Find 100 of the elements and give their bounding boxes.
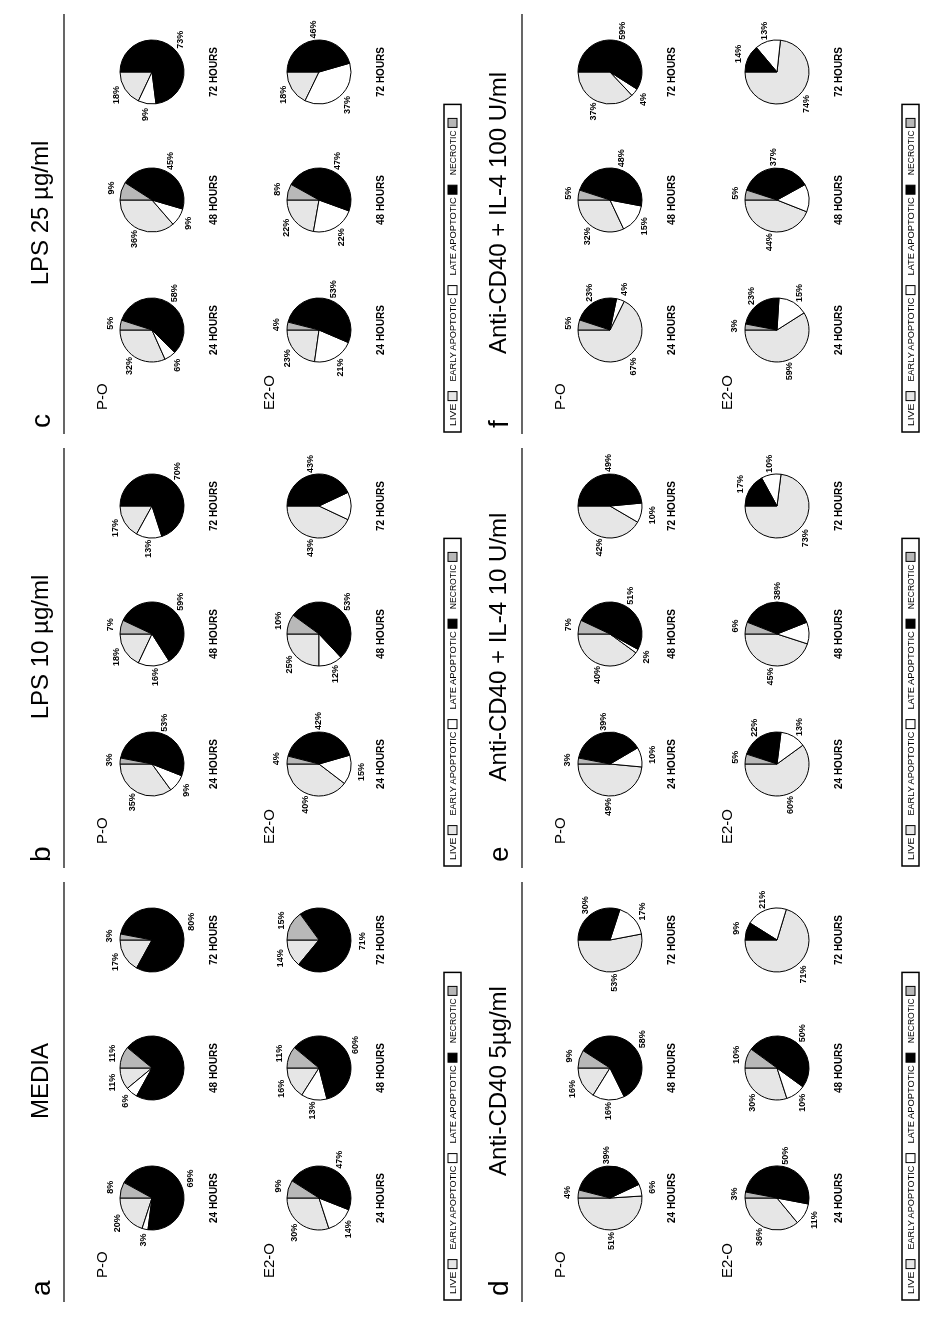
data-label: 22% xyxy=(335,228,346,247)
data-label: 10% xyxy=(646,506,657,525)
slice-label: 72 HOURS xyxy=(208,914,219,966)
data-label: 16% xyxy=(567,1079,578,1098)
data-label: 32% xyxy=(123,357,134,376)
data-label: 13% xyxy=(142,539,153,558)
data-label: 42% xyxy=(313,712,324,731)
slice-label: 24 HOURS xyxy=(208,304,219,356)
data-label: 80% xyxy=(185,912,196,931)
slice-label: 72 HOURS xyxy=(375,480,386,532)
slice-label: 48 HOURS xyxy=(666,174,677,226)
data-label: 25% xyxy=(283,655,294,674)
text: P-O xyxy=(551,1251,568,1278)
slice-label: 48 HOURS xyxy=(208,608,219,660)
text: Anti-CD40 5µg/ml xyxy=(484,986,511,1176)
data-label: 71% xyxy=(356,932,367,951)
data-label: 5% xyxy=(104,316,115,330)
slice-label: 72 HOURS xyxy=(208,480,219,532)
data-label: 59% xyxy=(784,362,794,381)
data-label: 17% xyxy=(109,952,120,971)
data-label: 23% xyxy=(583,283,594,302)
data-label: 6% xyxy=(646,1180,657,1194)
data-label: 36% xyxy=(753,1227,764,1246)
data-label: 47% xyxy=(331,151,342,170)
data-label: 16% xyxy=(149,667,160,686)
data-label: 74% xyxy=(800,95,811,114)
data-label: 53% xyxy=(159,713,169,732)
data-label: 6% xyxy=(171,358,182,372)
data-label: 14% xyxy=(733,44,744,63)
data-label: 51% xyxy=(624,586,635,605)
data-label: 22% xyxy=(281,218,292,237)
text: E2-O xyxy=(260,374,277,410)
data-label: 3% xyxy=(562,753,573,767)
slice-label: 24 HOURS xyxy=(666,304,677,356)
data-label: 14% xyxy=(275,949,286,968)
slice-label: 48 HOURS xyxy=(375,608,386,660)
slice-label: 24 HOURS xyxy=(375,738,386,790)
data-label: 58% xyxy=(637,1030,648,1049)
data-label: 8% xyxy=(105,1180,116,1194)
slice-label: 24 HOURS xyxy=(833,738,844,790)
data-label: 47% xyxy=(333,1150,344,1169)
text: LPS 10 µg/ml xyxy=(26,574,53,720)
data-label: 14% xyxy=(343,1220,354,1239)
data-label: 60% xyxy=(785,795,796,814)
data-label: 5% xyxy=(562,186,573,200)
data-label: 67% xyxy=(627,357,638,376)
legend-label: LIVE xyxy=(448,1271,458,1294)
slice-label: 24 HOURS xyxy=(666,738,677,790)
slice-label: 72 HOURS xyxy=(375,46,386,98)
data-label: 4% xyxy=(271,318,282,332)
data-label: 43% xyxy=(304,455,315,474)
data-label: 22% xyxy=(748,718,759,737)
data-label: 37% xyxy=(587,102,598,121)
legend-label: LIVE xyxy=(448,837,458,860)
data-label: 9% xyxy=(140,107,151,121)
data-label: 11% xyxy=(809,1211,820,1229)
data-label: 49% xyxy=(602,797,613,816)
data-label: 9% xyxy=(272,1179,283,1193)
slice-label: 48 HOURS xyxy=(833,174,844,226)
slice-label: 48 HOURS xyxy=(375,174,386,226)
legend-label: LIVE xyxy=(448,403,458,426)
data-label: 9% xyxy=(180,783,191,797)
data-label: 9% xyxy=(730,921,741,935)
text: f xyxy=(483,420,514,428)
slice-label: 48 HOURS xyxy=(208,1042,219,1094)
legend-label: EARLY APOPTOTIC xyxy=(906,1165,916,1250)
text: LPS 25 µg/ml xyxy=(26,140,53,286)
data-label: 53% xyxy=(342,592,353,611)
text: e xyxy=(483,846,514,862)
slice-label: 72 HOURS xyxy=(833,480,844,532)
text: P-O xyxy=(551,383,568,410)
slice-label: 72 HOURS xyxy=(666,914,677,966)
data-label: 70% xyxy=(172,462,183,481)
legend-label: EARLY APOPTOTIC xyxy=(906,297,916,382)
slice-label: 72 HOURS xyxy=(833,46,844,98)
data-label: 5% xyxy=(729,750,740,764)
data-label: 10% xyxy=(646,745,657,764)
text: a xyxy=(25,1280,56,1296)
text: E2-O xyxy=(718,1242,735,1278)
slice-label: 48 HOURS xyxy=(375,1042,386,1094)
data-label: 51% xyxy=(606,1231,617,1250)
data-label: 4% xyxy=(271,752,282,766)
slice-label: 24 HOURS xyxy=(666,1172,677,1224)
data-label: 44% xyxy=(763,233,774,252)
legend-label: NECROTIC xyxy=(906,996,916,1044)
data-label: 21% xyxy=(335,358,346,377)
data-label: 2% xyxy=(641,650,652,664)
legend-label: EARLY APOPTOTIC xyxy=(448,297,458,382)
legend-label: EARLY APOPTOTIC xyxy=(906,731,916,816)
slice-label: 48 HOURS xyxy=(833,1042,844,1094)
data-label: 39% xyxy=(597,712,608,731)
data-label: 37% xyxy=(341,95,352,114)
data-label: 17% xyxy=(637,902,648,921)
data-label: 9% xyxy=(105,181,116,195)
data-label: 8% xyxy=(272,182,283,196)
data-label: 37% xyxy=(767,148,778,167)
data-label: 30% xyxy=(579,896,590,915)
legend-label: LIVE xyxy=(906,403,916,426)
slice-label: 48 HOURS xyxy=(666,1042,677,1094)
legend-label: NECROTIC xyxy=(448,562,458,610)
